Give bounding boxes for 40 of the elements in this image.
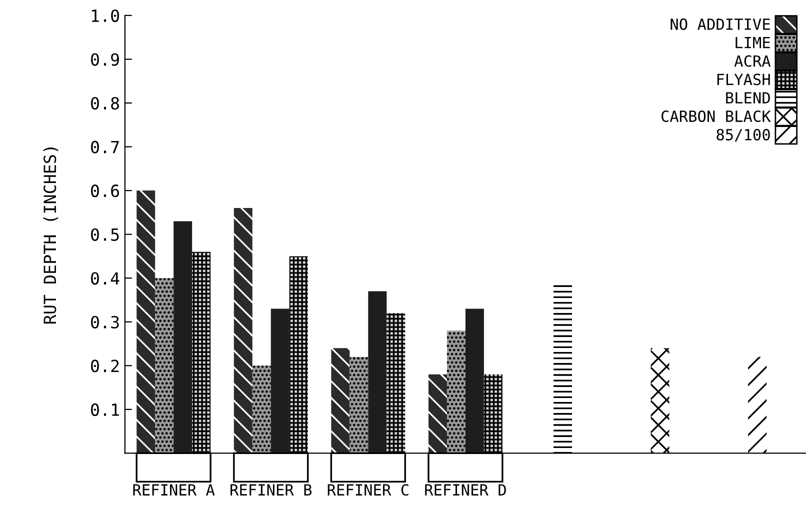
bar <box>270 308 290 454</box>
y-tick-label: 0.6 <box>91 184 119 198</box>
bar <box>174 221 192 454</box>
bar <box>289 256 308 454</box>
legend-label: ACRA <box>734 55 771 67</box>
bar <box>368 291 387 454</box>
bar <box>192 252 211 454</box>
legend-label: BLEND <box>726 92 770 104</box>
y-tick-label: 0.8 <box>91 97 120 110</box>
bar <box>155 278 174 454</box>
y-tick-label: 0.7 <box>91 140 119 154</box>
x-tick-label: REFINER B <box>230 484 312 496</box>
bar <box>650 348 670 454</box>
y-tick-label: 1.0 <box>92 9 119 22</box>
legend-label: 85/100 <box>716 128 770 142</box>
legend-label: FLYASH <box>717 74 770 86</box>
bar <box>446 330 466 454</box>
y-tick-label: 0.4 <box>91 272 120 285</box>
bar <box>465 308 484 454</box>
legend-label: LIME <box>736 37 770 48</box>
bar <box>331 348 350 454</box>
y-tick-label: 0.9 <box>91 53 119 66</box>
legend-label: NO ADDITIVE <box>670 18 770 30</box>
y-tick-label: 0.3 <box>91 316 119 328</box>
y-axis-title: RUT DEPTH (INCHES) <box>43 147 58 324</box>
bar <box>234 208 252 454</box>
bar <box>428 374 447 454</box>
bar <box>350 356 368 454</box>
x-tick-label: REFINER A <box>133 484 215 496</box>
x-tick-label: REFINER D <box>425 484 506 496</box>
bar <box>748 356 767 454</box>
bar <box>484 374 502 454</box>
y-tick-label: 0.5 <box>91 228 119 241</box>
y-tick-label: 0.2 <box>91 360 119 372</box>
bar <box>386 313 406 454</box>
x-tick-label: REFINER C <box>328 484 408 496</box>
y-tick-label: 0.1 <box>91 403 119 416</box>
bar <box>252 366 271 454</box>
bar <box>136 190 156 454</box>
legend-label: CARBON BLACK <box>662 110 771 122</box>
